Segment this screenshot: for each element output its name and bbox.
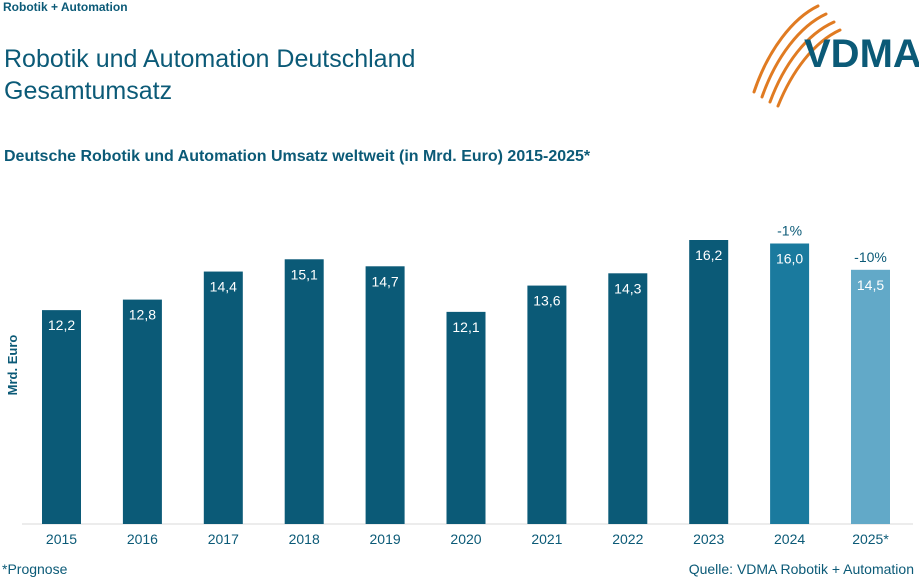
bar-value-label: 14,4: [210, 279, 237, 295]
x-tick-label: 2024: [774, 531, 805, 547]
bar-value-label: 12,8: [129, 307, 156, 323]
page-title: Robotik und Automation Deutschland Gesam…: [4, 43, 415, 107]
footnote: *Prognose: [2, 561, 68, 577]
bar: [608, 273, 648, 524]
chart-title: Deutsche Robotik und Automation Umsatz w…: [4, 148, 591, 165]
bar-value-label: 14,3: [614, 280, 641, 296]
bar: [203, 271, 243, 524]
x-tick-label: 2023: [693, 531, 724, 547]
bar-value-label: 12,1: [452, 319, 479, 335]
logo-text: VDMA: [804, 32, 919, 76]
bar-value-label: 15,1: [291, 266, 318, 282]
x-tick-label: 2021: [531, 531, 562, 547]
title-line-1: Robotik und Automation Deutschland: [4, 45, 416, 73]
bar-value-label: 13,6: [533, 293, 560, 309]
bar: [122, 299, 162, 524]
bar-value-label: 14,7: [371, 273, 398, 289]
bar: [689, 240, 729, 524]
x-tick-label: 2016: [127, 531, 158, 547]
bars-group: 12,2 2015 12,8 2016 14,4 2017 15,1 2018 14,7 2019…: [42, 223, 890, 547]
y-axis-label: Mrd. Euro: [5, 335, 20, 396]
bar: [284, 259, 324, 524]
source-note: Quelle: VDMA Robotik + Automation: [688, 561, 914, 577]
x-tick-label: 2020: [450, 531, 481, 547]
bar: [365, 266, 405, 524]
x-tick-label: 2015: [46, 531, 77, 547]
vdma-logo: VDMA: [752, 4, 919, 108]
bar: [851, 269, 890, 524]
bar: [446, 311, 486, 524]
change-annotation: -1%: [777, 223, 802, 239]
x-tick-label: 2019: [370, 531, 401, 547]
change-annotation: -10%: [854, 249, 887, 265]
brand-line: Robotik + Automation: [3, 0, 128, 14]
x-tick-label: 2017: [208, 531, 239, 547]
bar-value-label: 16,2: [695, 247, 722, 263]
bar-value-label: 12,2: [48, 317, 75, 333]
bar: [527, 285, 567, 524]
logo-arcs: [752, 4, 842, 108]
bar: [770, 243, 810, 525]
title-line-2: Gesamtumsatz: [4, 77, 173, 105]
bar-value-label: 16,0: [776, 251, 803, 267]
x-tick-label: 2018: [289, 531, 320, 547]
x-tick-label: 2025*: [852, 531, 889, 547]
x-tick-label: 2022: [612, 531, 643, 547]
bar: [42, 310, 81, 524]
bar-value-label: 14,5: [857, 277, 884, 293]
